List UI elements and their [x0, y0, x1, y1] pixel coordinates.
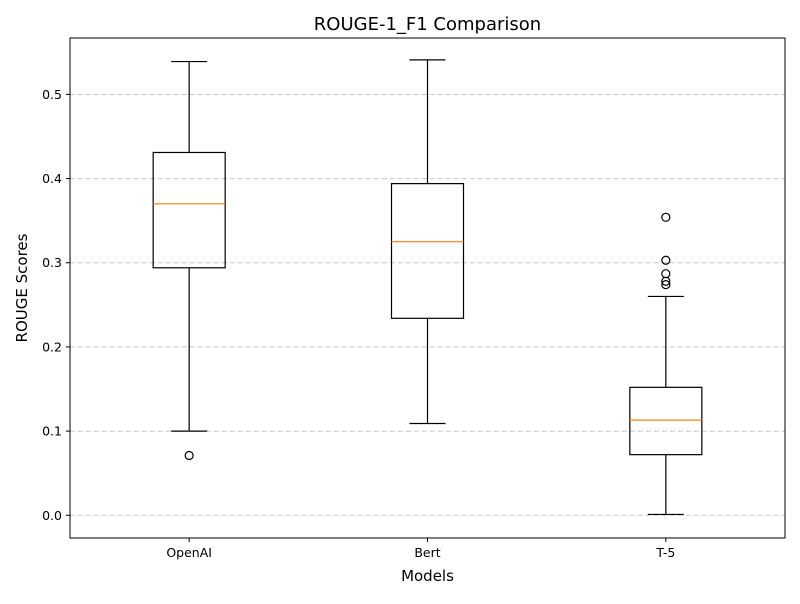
y-tick-label: 0.3 [42, 255, 62, 270]
y-axis-label: ROUGE Scores [13, 233, 31, 342]
y-tick-label: 0.1 [42, 424, 62, 439]
x-tick-label: OpenAI [166, 545, 212, 560]
box-t-5 [629, 212, 703, 516]
box-plot-series [152, 59, 703, 516]
outlier-point [661, 269, 671, 279]
x-axis: OpenAI Bert T-5 [166, 538, 675, 560]
y-tick-label: 0.5 [42, 87, 62, 102]
x-axis-label: Models [401, 567, 454, 585]
outlier-point [661, 212, 671, 222]
outlier-point [661, 255, 671, 265]
y-axis: 0.0 0.1 0.2 0.3 0.4 0.5 [42, 87, 70, 523]
chart-title: ROUGE-1_F1 Comparison [314, 14, 541, 35]
box-bert [390, 59, 465, 425]
y-tick-label: 0.4 [42, 171, 62, 186]
y-tick-label: 0.0 [42, 508, 62, 523]
iqr-box [390, 183, 465, 319]
y-tick-label: 0.2 [42, 339, 62, 354]
outlier-point [661, 276, 671, 286]
iqr-box [629, 386, 703, 456]
outlier-point [184, 450, 194, 461]
box-openai [152, 60, 226, 461]
outlier-point [661, 280, 671, 290]
x-tick-label: Bert [414, 545, 440, 560]
x-tick-label: T-5 [655, 545, 675, 560]
iqr-box [152, 151, 226, 269]
